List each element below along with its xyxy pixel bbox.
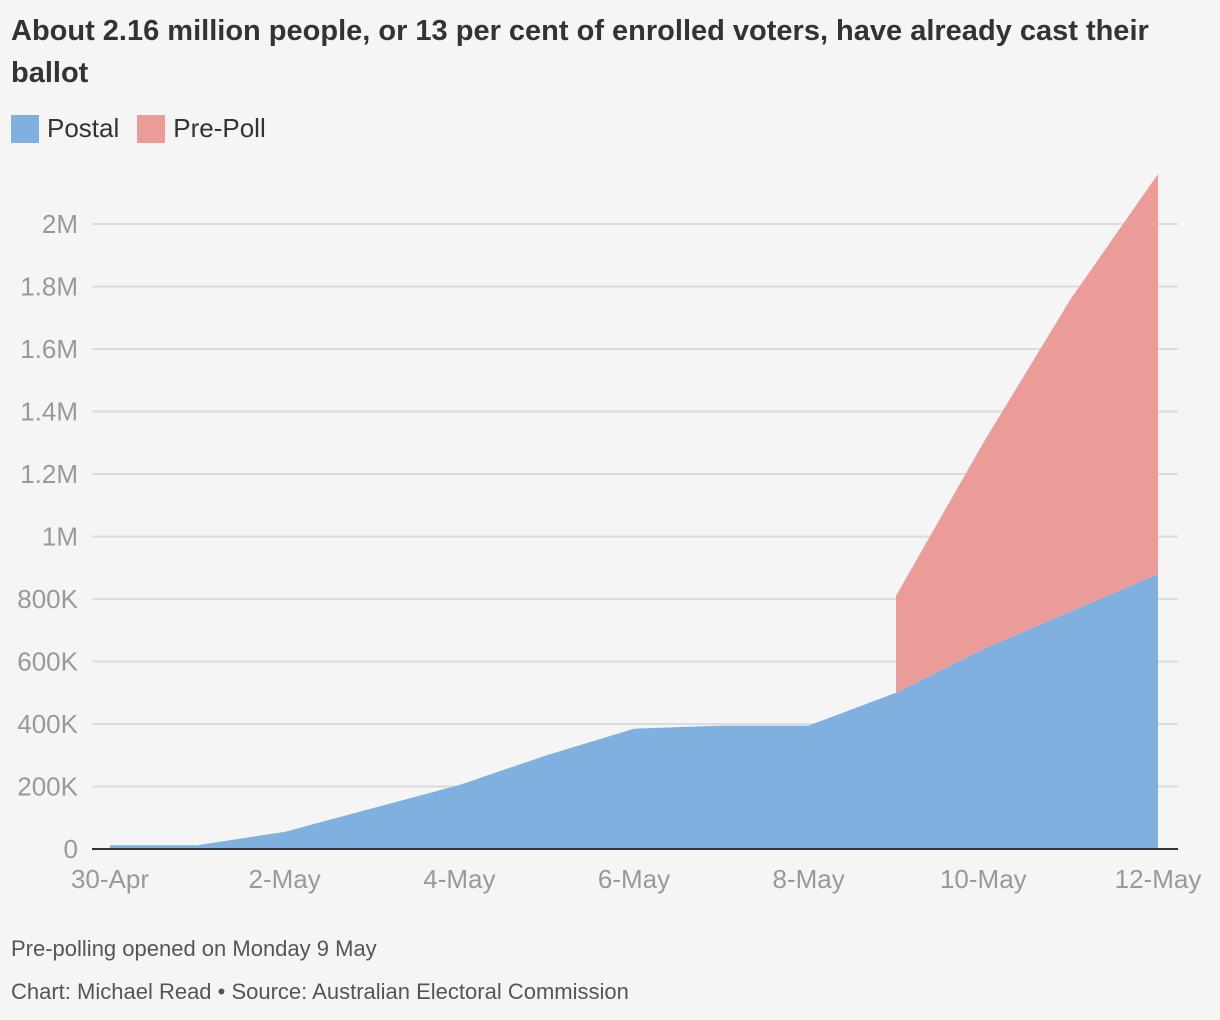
x-tick-label: 2-May <box>249 864 321 894</box>
x-tick-label: 30-Apr <box>71 864 149 894</box>
legend-label-prepoll: Pre-Poll <box>173 113 266 143</box>
chart-title: About 2.16 million people, or 13 per cen… <box>11 15 1149 89</box>
y-tick-label: 0 <box>64 834 78 864</box>
legend-swatch-postal <box>11 114 39 143</box>
x-tick-label: 6-May <box>598 864 670 894</box>
y-tick-label: 600K <box>17 647 78 677</box>
area-prepoll <box>896 174 1158 693</box>
y-tick-label: 1.8M <box>20 272 78 302</box>
axes: 0 200K 400K 600K 800K 1M 1.2M 1.4M 1.6M 1.8M 2M 30-… <box>17 209 1201 894</box>
chart-note: Pre-polling opened on Monday 9 May <box>11 936 377 961</box>
legend-item-prepoll: Pre-Poll <box>137 113 266 144</box>
area-postal <box>110 574 1158 849</box>
y-tick-label: 1.2M <box>20 459 78 489</box>
chart-credit: Chart: Michael Read • Source: Australian… <box>11 979 629 1004</box>
x-tick-label: 12-May <box>1115 864 1202 894</box>
y-tick-label: 800K <box>17 584 78 614</box>
y-tick-label: 400K <box>17 709 78 739</box>
chart-legend: Postal Pre-Poll <box>11 113 284 144</box>
y-tick-label: 1.4M <box>20 397 78 427</box>
chart-areas <box>110 174 1158 849</box>
y-tick-label: 2M <box>42 209 78 239</box>
legend-swatch-prepoll <box>137 114 166 143</box>
y-tick-label: 1.6M <box>20 334 78 364</box>
x-tick-label: 4-May <box>423 864 495 894</box>
x-tick-label: 8-May <box>773 864 845 894</box>
legend-label-postal: Postal <box>47 113 120 143</box>
legend-item-postal: Postal <box>11 113 119 144</box>
y-tick-label: 200K <box>17 772 78 802</box>
y-tick-label: 1M <box>42 522 78 552</box>
x-tick-label: 10-May <box>940 864 1027 894</box>
